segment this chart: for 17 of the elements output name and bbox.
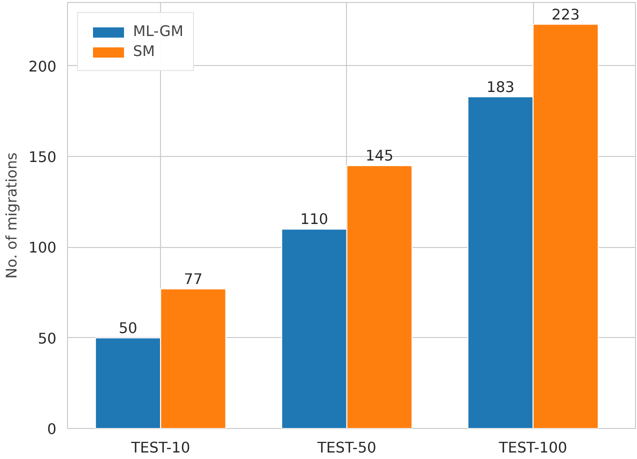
legend-label: ML-GM xyxy=(133,23,184,40)
x-tick-label: TEST-50 xyxy=(316,440,376,456)
y-tick-label: 0 xyxy=(47,421,57,438)
data-label: 223 xyxy=(552,6,580,24)
x-tick-label: TEST-10 xyxy=(130,440,190,456)
legend-label: SM xyxy=(133,43,155,60)
data-label: 110 xyxy=(300,211,328,228)
y-tick-label: 100 xyxy=(28,240,57,257)
data-label: 183 xyxy=(486,78,514,96)
data-label: 50 xyxy=(118,320,138,337)
y-tick-label: 50 xyxy=(38,330,57,348)
x-tick-label: TEST-100 xyxy=(498,440,568,456)
y-tick-label: 150 xyxy=(28,149,57,166)
data-label: 145 xyxy=(365,148,394,165)
data-label: 77 xyxy=(184,270,203,288)
y-axis-title: No. of migrations xyxy=(4,152,21,279)
y-tick-label: 200 xyxy=(28,58,57,76)
